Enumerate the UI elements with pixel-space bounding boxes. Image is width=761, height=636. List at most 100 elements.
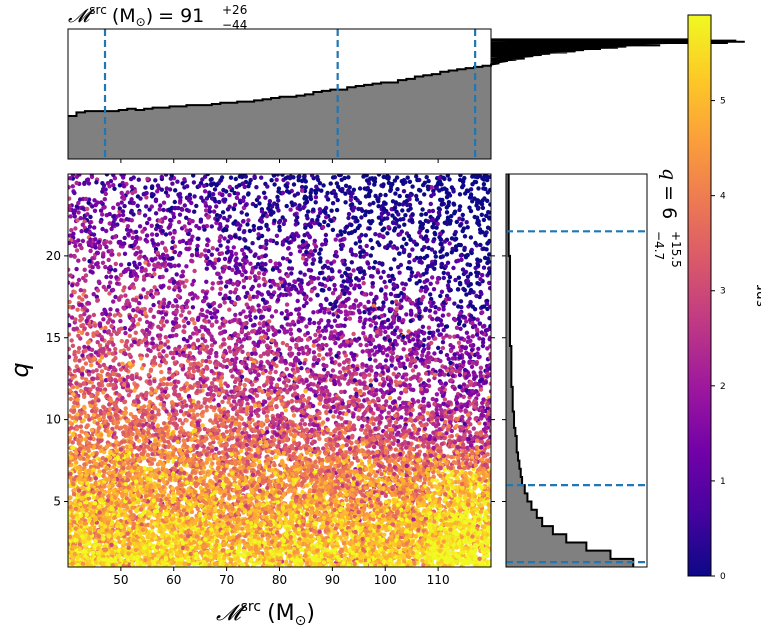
scatter-point bbox=[423, 307, 428, 313]
scatter-point bbox=[453, 229, 458, 235]
scatter-point bbox=[342, 229, 347, 234]
scatter-point bbox=[161, 200, 167, 205]
scatter-point bbox=[106, 494, 111, 499]
scatter-point bbox=[144, 353, 150, 358]
scatter-point bbox=[204, 266, 209, 271]
scatter-point bbox=[300, 418, 305, 423]
scatter-point bbox=[361, 281, 366, 286]
scatter-point bbox=[140, 229, 145, 234]
scatter-point bbox=[386, 410, 391, 415]
scatter-point bbox=[112, 313, 118, 318]
scatter-point bbox=[464, 220, 469, 225]
scatter-point bbox=[316, 276, 321, 281]
scatter-point bbox=[331, 414, 336, 419]
scatter-point bbox=[237, 236, 242, 241]
scatter-point bbox=[269, 178, 274, 183]
scatter-points bbox=[68, 174, 491, 567]
scatter-point bbox=[148, 390, 154, 396]
scatter-point bbox=[78, 216, 83, 221]
scatter-point bbox=[444, 252, 450, 257]
scatter-point bbox=[317, 210, 323, 215]
top-title-plus: +26 bbox=[222, 3, 247, 17]
scatter-point bbox=[458, 348, 464, 353]
scatter-point bbox=[246, 218, 251, 223]
scatter-point bbox=[126, 393, 132, 398]
scatter-point bbox=[211, 209, 217, 214]
scatter-point bbox=[421, 347, 427, 352]
scatter-point bbox=[428, 292, 433, 297]
scatter-point bbox=[317, 436, 322, 441]
scatter-point bbox=[97, 364, 103, 369]
scatter-point bbox=[193, 475, 199, 481]
scatter-point bbox=[111, 299, 116, 304]
scatter-point bbox=[178, 409, 184, 414]
scatter-point bbox=[137, 261, 142, 267]
scatter-point bbox=[167, 279, 173, 284]
scatter-point bbox=[118, 349, 124, 354]
x-hist-fill bbox=[68, 39, 745, 159]
scatter-point bbox=[136, 245, 141, 250]
scatter-point bbox=[184, 418, 189, 423]
scatter-point bbox=[330, 201, 336, 206]
scatter-point bbox=[191, 180, 197, 185]
x-hist-outline bbox=[68, 38, 745, 117]
scatter-point bbox=[430, 275, 435, 280]
scatter-point bbox=[478, 365, 484, 370]
scatter-point bbox=[264, 343, 270, 348]
scatter-point bbox=[88, 269, 93, 274]
scatter-point bbox=[287, 373, 292, 378]
scatter-point bbox=[68, 176, 73, 181]
scatter-point bbox=[74, 460, 79, 465]
scatter-point bbox=[231, 245, 236, 250]
scatter-point bbox=[223, 284, 229, 289]
scatter-point bbox=[364, 343, 369, 348]
scatter-point bbox=[94, 180, 99, 185]
scatter-point bbox=[298, 422, 303, 427]
scatter-point bbox=[204, 279, 209, 284]
scatter-point bbox=[217, 325, 223, 330]
scatter-point bbox=[184, 304, 190, 310]
scatter-point bbox=[441, 327, 446, 333]
scatter-point bbox=[227, 345, 232, 350]
scatter-point bbox=[227, 214, 232, 219]
scatter-point bbox=[363, 233, 368, 238]
scatter-point bbox=[149, 386, 154, 391]
scatter-point bbox=[383, 245, 388, 250]
scatter-point bbox=[160, 240, 165, 245]
scatter-point bbox=[321, 183, 326, 188]
scatter-point bbox=[76, 277, 82, 283]
scatter-point bbox=[396, 212, 401, 217]
scatter-point bbox=[487, 286, 491, 291]
top-histogram-panel bbox=[67, 28, 745, 163]
scatter-point bbox=[386, 273, 391, 279]
scatter-point bbox=[207, 205, 212, 210]
scatter-point bbox=[451, 201, 456, 206]
scatter-point bbox=[373, 232, 378, 237]
scatter-point bbox=[233, 287, 239, 292]
scatter-point bbox=[90, 265, 95, 270]
scatter-point bbox=[247, 275, 253, 280]
scatter-point bbox=[462, 234, 468, 239]
scatter-point bbox=[241, 278, 246, 283]
scatter-point bbox=[337, 362, 342, 367]
scatter-point bbox=[306, 383, 311, 388]
scatter-point bbox=[404, 312, 409, 317]
scatter-point bbox=[225, 245, 230, 250]
scatter-point bbox=[334, 181, 340, 186]
scatter-point bbox=[351, 215, 356, 220]
scatter-point bbox=[257, 321, 262, 326]
scatter-point bbox=[68, 214, 73, 219]
scatter-point bbox=[464, 292, 469, 297]
scatter-point bbox=[457, 192, 463, 197]
top-histogram-ticks bbox=[120, 159, 439, 163]
scatter-point bbox=[437, 332, 442, 337]
scatter-point bbox=[432, 230, 437, 236]
scatter-point bbox=[189, 253, 195, 258]
scatter-point bbox=[286, 245, 291, 251]
scatter-point bbox=[389, 307, 394, 312]
scatter-point bbox=[323, 237, 328, 243]
scatter-point bbox=[413, 364, 418, 369]
scatter-point bbox=[272, 290, 277, 295]
scatter-point bbox=[481, 265, 487, 270]
scatter-point bbox=[317, 352, 322, 358]
